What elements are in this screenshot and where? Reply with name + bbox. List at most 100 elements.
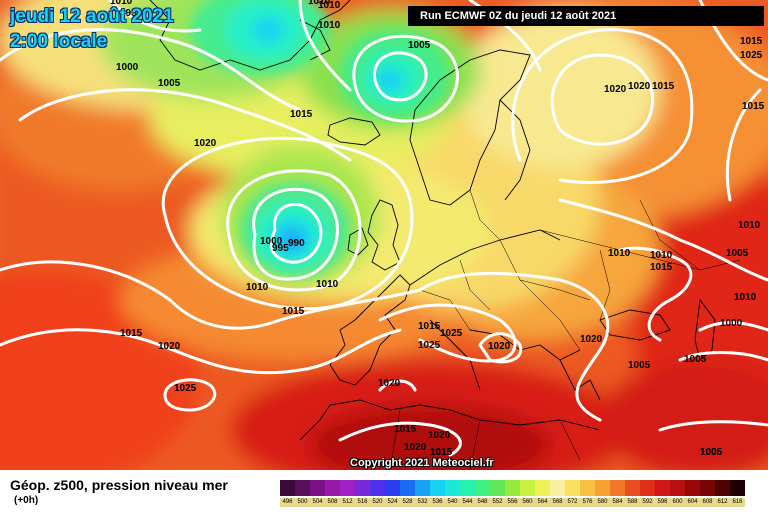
color-swatch bbox=[430, 480, 445, 496]
isobar-label: 1015 bbox=[742, 101, 765, 112]
color-swatch bbox=[490, 480, 505, 496]
color-swatch bbox=[655, 480, 670, 496]
isobar-label: 1020 bbox=[404, 442, 427, 453]
map-canvas: 995 1010 1010 1005 1000 1005 1015 1020 1… bbox=[0, 0, 768, 470]
color-scale-label: 564 bbox=[535, 498, 550, 507]
isobar-label: 1010 bbox=[316, 279, 339, 290]
isobar-label: 1020 bbox=[194, 138, 217, 149]
isobar-label: 1025 bbox=[418, 340, 441, 351]
color-swatch bbox=[355, 480, 370, 496]
color-scale-labels: 496 500 504 508 512 516 520 524 528 532 536 540 544 5… bbox=[280, 498, 745, 507]
color-scale-label: 512 bbox=[340, 498, 355, 507]
color-scale-label: 588 bbox=[625, 498, 640, 507]
isobar-label: 1010 bbox=[738, 220, 761, 231]
color-swatch bbox=[625, 480, 640, 496]
color-swatch bbox=[730, 480, 745, 496]
isobar-label: 1010 bbox=[318, 0, 341, 11]
color-swatch bbox=[715, 480, 730, 496]
isobar-label: 1015 bbox=[282, 306, 305, 317]
isobar-label: 1005 bbox=[158, 78, 181, 89]
color-swatch bbox=[295, 480, 310, 496]
isobar-label: 1020 bbox=[488, 341, 511, 352]
isobar-label: 1020 bbox=[580, 334, 603, 345]
color-swatch bbox=[670, 480, 685, 496]
color-scale-label: 496 bbox=[280, 498, 295, 507]
color-scale-label: 552 bbox=[490, 498, 505, 507]
color-scale-label: 572 bbox=[565, 498, 580, 507]
isobar-label: 1015 bbox=[120, 328, 143, 339]
isobar-label: 1015 bbox=[740, 36, 763, 47]
isobar-label: 1015 bbox=[652, 81, 675, 92]
color-scale-label: 516 bbox=[355, 498, 370, 507]
isobar-label: 1000 bbox=[116, 62, 139, 73]
color-scale-label: 560 bbox=[520, 498, 535, 507]
color-scale-label: 556 bbox=[505, 498, 520, 507]
isobar-label: 990 bbox=[288, 238, 305, 249]
color-swatch bbox=[580, 480, 595, 496]
color-scale-label: 508 bbox=[325, 498, 340, 507]
color-scale-label: 584 bbox=[610, 498, 625, 507]
legend-title: Géop. z500, pression niveau mer bbox=[10, 477, 228, 493]
isobar-label: 1025 bbox=[440, 328, 463, 339]
color-scale-label: 532 bbox=[415, 498, 430, 507]
isobar-label: 1005 bbox=[726, 248, 749, 259]
color-swatch bbox=[280, 480, 295, 496]
run-info-banner: Run ECMWF 0Z du jeudi 12 août 2021 bbox=[408, 6, 764, 26]
isobar-label: 995 bbox=[272, 243, 289, 254]
color-swatch bbox=[640, 480, 655, 496]
color-swatch bbox=[565, 480, 580, 496]
color-scale-label: 600 bbox=[670, 498, 685, 507]
color-scale-label: 528 bbox=[400, 498, 415, 507]
isobar-labels: 995 1010 1010 1005 1000 1005 1015 1020 1… bbox=[110, 0, 765, 458]
color-swatch bbox=[460, 480, 475, 496]
color-swatch bbox=[370, 480, 385, 496]
color-swatch bbox=[700, 480, 715, 496]
color-scale-label: 612 bbox=[715, 498, 730, 507]
country-borders bbox=[389, 189, 741, 470]
isobars bbox=[0, 0, 768, 455]
color-swatch bbox=[385, 480, 400, 496]
color-swatch bbox=[505, 480, 520, 496]
isobar-label: 1000 bbox=[260, 236, 283, 247]
isobar-label: 1005 bbox=[628, 360, 651, 371]
date-title: jeudi 12 août 2021 bbox=[10, 6, 174, 27]
color-scale-label: 580 bbox=[595, 498, 610, 507]
isobar-label: 1015 bbox=[650, 262, 673, 273]
isobar-label: 1010 bbox=[246, 282, 269, 293]
copyright-notice: Copyright 2021 Meteociel.fr bbox=[350, 457, 494, 469]
color-swatch bbox=[685, 480, 700, 496]
color-swatch bbox=[340, 480, 355, 496]
local-time-title: 2:00 locale bbox=[10, 31, 108, 52]
isobar-label: 1010 bbox=[608, 248, 631, 259]
isobar-label: 1005 bbox=[700, 447, 723, 458]
color-scale bbox=[280, 480, 745, 496]
color-scale-label: 568 bbox=[550, 498, 565, 507]
color-swatch bbox=[400, 480, 415, 496]
color-scale-label: 520 bbox=[370, 498, 385, 507]
color-swatch bbox=[520, 480, 535, 496]
color-scale-label: 592 bbox=[640, 498, 655, 507]
color-scale-label: 596 bbox=[655, 498, 670, 507]
color-scale-label: 608 bbox=[700, 498, 715, 507]
color-swatch bbox=[610, 480, 625, 496]
color-scale-label: 540 bbox=[445, 498, 460, 507]
isobar-label: 1015 bbox=[394, 424, 417, 435]
isobar-label: 1010 bbox=[318, 20, 341, 31]
isobar-label: 1010 bbox=[308, 0, 331, 7]
isobar-label: 1020 bbox=[158, 341, 181, 352]
color-scale-label: 616 bbox=[730, 498, 745, 507]
isobar-label: 1010 bbox=[650, 250, 673, 261]
isobar-label: 1005 bbox=[684, 354, 707, 365]
color-swatch bbox=[475, 480, 490, 496]
color-swatch bbox=[445, 480, 460, 496]
color-swatch bbox=[595, 480, 610, 496]
isobar-label: 1025 bbox=[174, 383, 197, 394]
isobar-label: 1005 bbox=[408, 40, 431, 51]
isobar-label: 1020 bbox=[604, 84, 627, 95]
color-swatch bbox=[325, 480, 340, 496]
weather-map: 995 1010 1010 1005 1000 1005 1015 1020 1… bbox=[0, 0, 768, 470]
color-swatch bbox=[310, 480, 325, 496]
isobar-label: 1010 bbox=[110, 0, 133, 7]
color-scale-label: 544 bbox=[460, 498, 475, 507]
isobar-label: 1015 bbox=[290, 109, 313, 120]
